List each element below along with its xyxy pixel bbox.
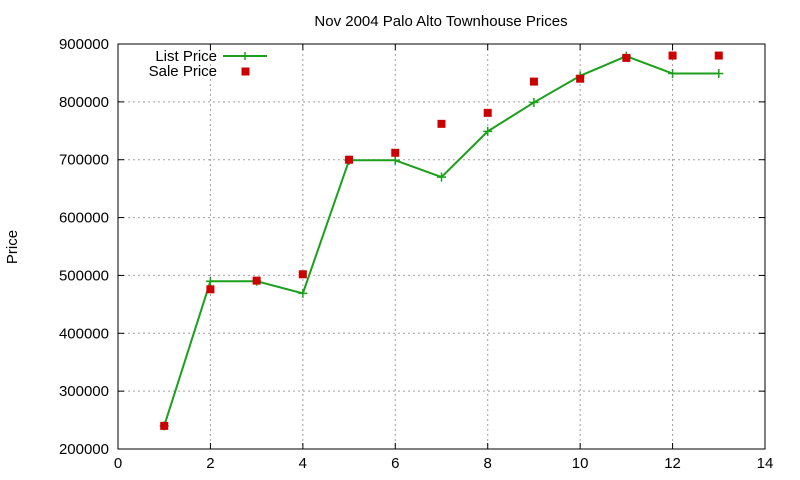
list-price-point <box>529 97 539 107</box>
y-tick-label: 900000 <box>59 36 109 53</box>
x-tick-label: 10 <box>572 455 589 472</box>
y-tick-label: 700000 <box>59 152 109 169</box>
y-axis-label: Price <box>4 230 21 264</box>
x-tick-label: 2 <box>206 455 214 472</box>
sale-price-point <box>206 285 215 294</box>
y-tick-label: 400000 <box>59 325 109 342</box>
sale-price-point <box>437 119 446 128</box>
x-tick-label: 14 <box>757 455 774 472</box>
grid <box>118 44 765 449</box>
y-tick-label: 600000 <box>59 210 109 227</box>
sale-price-point <box>576 74 585 83</box>
legend-marker-list-price <box>241 52 249 60</box>
list-price-point <box>483 126 493 136</box>
list-price-point <box>390 155 400 165</box>
y-tick-label: 500000 <box>59 267 109 284</box>
plot-frame <box>117 43 766 450</box>
series <box>159 51 724 431</box>
sale-price-point <box>252 276 261 285</box>
y-tick-label: 200000 <box>59 441 109 458</box>
sale-price-point <box>345 155 354 164</box>
list-price-point <box>437 172 446 182</box>
sale-price-point <box>298 270 307 279</box>
chart-title: Nov 2004 Palo Alto Townhouse Prices <box>314 13 567 30</box>
legend: List Price Sale Price <box>149 48 267 80</box>
y-tick-label: 300000 <box>59 383 109 400</box>
list-price-point <box>668 69 678 79</box>
sale-price-point <box>391 148 400 157</box>
axis-ticks: 0 2 4 6 8 10 12 14 200000 300000 400000 500000 60000… <box>59 36 773 472</box>
list-price-point <box>298 288 308 298</box>
y-tick-label: 800000 <box>59 94 109 111</box>
sale-price-point <box>714 51 723 60</box>
x-tick-label: 8 <box>484 455 492 472</box>
x-tick-label: 12 <box>664 455 681 472</box>
legend-label-sale-price: Sale Price <box>149 63 217 80</box>
sale-price-point <box>529 77 538 86</box>
legend-label-list-price: List Price <box>155 48 217 65</box>
list-price-point <box>714 69 724 79</box>
sale-price-point <box>668 51 677 60</box>
x-tick-label: 6 <box>391 455 399 472</box>
sale-price-point <box>622 53 631 62</box>
x-tick-label: 4 <box>299 455 307 472</box>
list-price-point <box>205 276 215 286</box>
legend-marker-sale-price <box>241 67 250 76</box>
sale-price-point <box>160 421 169 430</box>
sale-price-point <box>483 108 492 117</box>
list-price-line <box>163 55 719 427</box>
x-tick-label: 0 <box>114 455 122 472</box>
